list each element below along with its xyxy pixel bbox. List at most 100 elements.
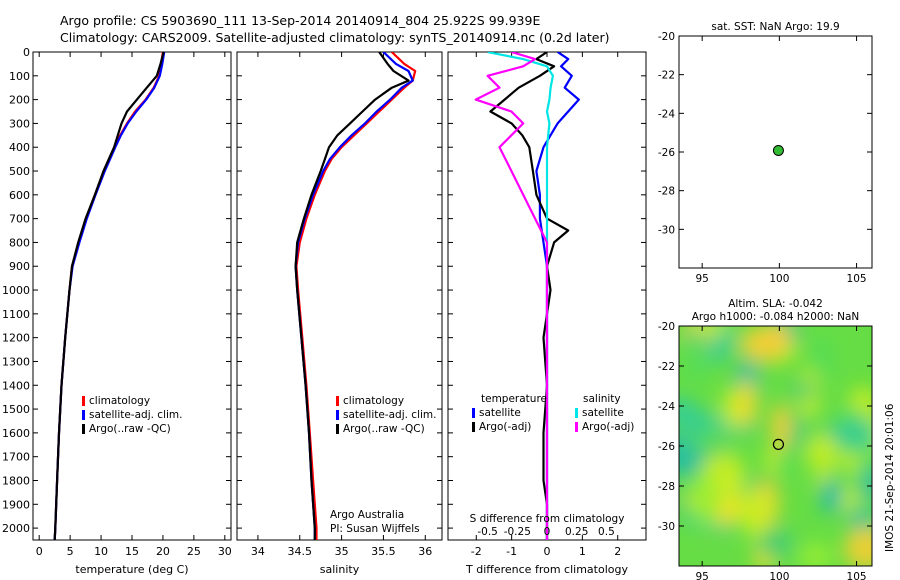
x-tick-label: 2 [614, 545, 621, 558]
legend-swatch [575, 422, 578, 432]
salinity-tick-label: -0.25 [504, 526, 531, 538]
sla-blob [840, 484, 859, 514]
x-tick-label: 105 [847, 273, 867, 285]
legend-swatch [472, 422, 475, 432]
sst-map-panel: sat. SST: NaN Argo: 19.9 -20 -22 -24 -26 -28 -… [658, 21, 873, 285]
x-tick-label: 0 [544, 545, 551, 558]
sla-blobs [679, 326, 872, 566]
y-tick-label: -22 [658, 70, 675, 82]
x-tick-label: 30 [218, 545, 232, 558]
map-title: Argo h1000: -0.084 h2000: NaN [692, 311, 860, 323]
y-tick-label: 100 [9, 70, 30, 83]
y-tick-label: -26 [658, 441, 675, 453]
series-line [474, 52, 549, 540]
sla-blob [776, 447, 797, 478]
plot-frame [236, 51, 443, 541]
series-lines [474, 52, 580, 540]
sla-blob [681, 335, 710, 385]
y-tick-label: 900 [9, 260, 30, 273]
x-tick-label: 15 [125, 545, 139, 558]
top-axis-label: S difference from climatology [470, 513, 625, 525]
sla-blob [805, 433, 839, 472]
y-tick-label: 1000 [2, 284, 30, 297]
legend-label: satellite-adj. clim. [343, 409, 436, 421]
temperature-panel: 0100200300400500600700800900100011001200… [2, 46, 232, 576]
y-tick-label: 2000 [2, 522, 30, 535]
sla-blob [734, 489, 776, 524]
sla-blob [764, 326, 793, 346]
y-tick-label: 1700 [2, 451, 30, 464]
sla-blob [771, 402, 791, 452]
argo-location-marker [772, 438, 785, 450]
x-tick-label: 1 [579, 545, 586, 558]
y-tick-label: -28 [658, 186, 675, 198]
x-tick-label: 0 [36, 545, 43, 558]
y-tick-label: 500 [9, 165, 30, 178]
legend-swatch [336, 410, 339, 420]
y-tick-label: 300 [9, 117, 30, 130]
y-tick-label: 200 [9, 94, 30, 107]
x-tick-label: 100 [769, 571, 789, 580]
y-tick-label: -26 [658, 147, 675, 159]
y-tick-label: 1100 [2, 308, 30, 321]
y-tick-label: -20 [658, 31, 675, 43]
sla-blob [842, 451, 861, 474]
legend-label: satellite-adj. clim. [89, 409, 182, 421]
salinity-tick-label: 0.5 [598, 526, 615, 538]
map-title: sat. SST: NaN Argo: 19.9 [711, 21, 839, 33]
y-tick-label: 1600 [2, 427, 30, 440]
x-tick-label: -2 [471, 545, 482, 558]
series-lines [294, 52, 417, 540]
sla-blob [844, 526, 872, 566]
x-tick-label: -1 [506, 545, 517, 558]
salinity-tick-label: -0.5 [477, 526, 498, 538]
x-tick-label: 10 [94, 545, 108, 558]
x-tick-label: 34 [251, 545, 265, 558]
x-tick-label: 25 [187, 545, 201, 558]
sla-blob [835, 418, 872, 450]
y-tick-label: -24 [658, 401, 675, 413]
series-lines [53, 52, 166, 540]
sla-field [679, 326, 872, 566]
series-line [489, 52, 570, 540]
y-tick-label: 1800 [2, 474, 30, 487]
legend-label: climatology [89, 395, 150, 407]
sla-blob [756, 527, 795, 560]
x-tick-label: 36 [418, 545, 432, 558]
y-tick-label: 1400 [2, 379, 30, 392]
header-line1: Argo profile: CS 5903690_111 13-Sep-2014… [60, 13, 540, 28]
legend-label: Argo(..raw -QC) [343, 423, 425, 435]
legend-heading: temperature [481, 393, 547, 405]
x-axis-label: salinity [320, 563, 360, 576]
x-tick-label: 35.5 [371, 545, 396, 558]
sla-blob [798, 542, 834, 566]
y-tick-label: 1200 [2, 332, 30, 345]
x-tick-label: 100 [769, 273, 789, 285]
y-tick-label: 1900 [2, 498, 30, 511]
y-tick-label: -30 [658, 521, 675, 533]
y-tick-label: 800 [9, 236, 30, 249]
x-axis-label: temperature (deg C) [75, 563, 188, 576]
y-tick-label: 400 [9, 141, 30, 154]
legend-swatch [82, 424, 85, 434]
salinity-panel: 34 34.5 35 35.5 36 salinity climatology satelli… [236, 51, 443, 576]
legend-label: satellite [582, 407, 624, 419]
x-tick-label: 35 [335, 545, 349, 558]
sla-blob [859, 463, 872, 505]
y-tick-label: -28 [658, 481, 675, 493]
legend-label: climatology [343, 395, 404, 407]
x-tick-label: 5 [67, 545, 74, 558]
salinity-tick-label: 0.25 [565, 526, 588, 538]
legend-swatch [472, 408, 475, 418]
y-tick-label: 1500 [2, 403, 30, 416]
legend-label: Argo(-adj) [582, 421, 634, 433]
y-tick-label: 0 [23, 46, 30, 59]
sla-blob [819, 477, 844, 515]
legend-swatch [575, 408, 578, 418]
y-tick-label: -30 [658, 224, 675, 236]
sla-blob [687, 474, 723, 526]
legend-swatch [82, 410, 85, 420]
y-tick-label: -24 [658, 108, 675, 120]
legend-swatch [336, 396, 339, 406]
